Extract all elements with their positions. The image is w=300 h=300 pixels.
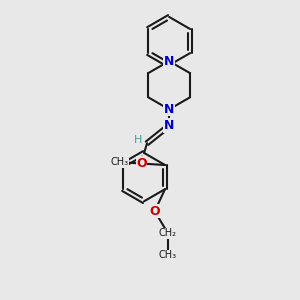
Text: CH₃: CH₃	[159, 250, 177, 260]
Text: N: N	[164, 103, 174, 116]
Text: O: O	[136, 157, 147, 170]
Text: CH₃: CH₃	[110, 157, 128, 167]
Text: O: O	[149, 205, 160, 218]
Text: N: N	[164, 119, 174, 132]
Text: H: H	[134, 135, 142, 145]
Text: CH₂: CH₂	[159, 228, 177, 238]
Text: N: N	[164, 55, 174, 68]
